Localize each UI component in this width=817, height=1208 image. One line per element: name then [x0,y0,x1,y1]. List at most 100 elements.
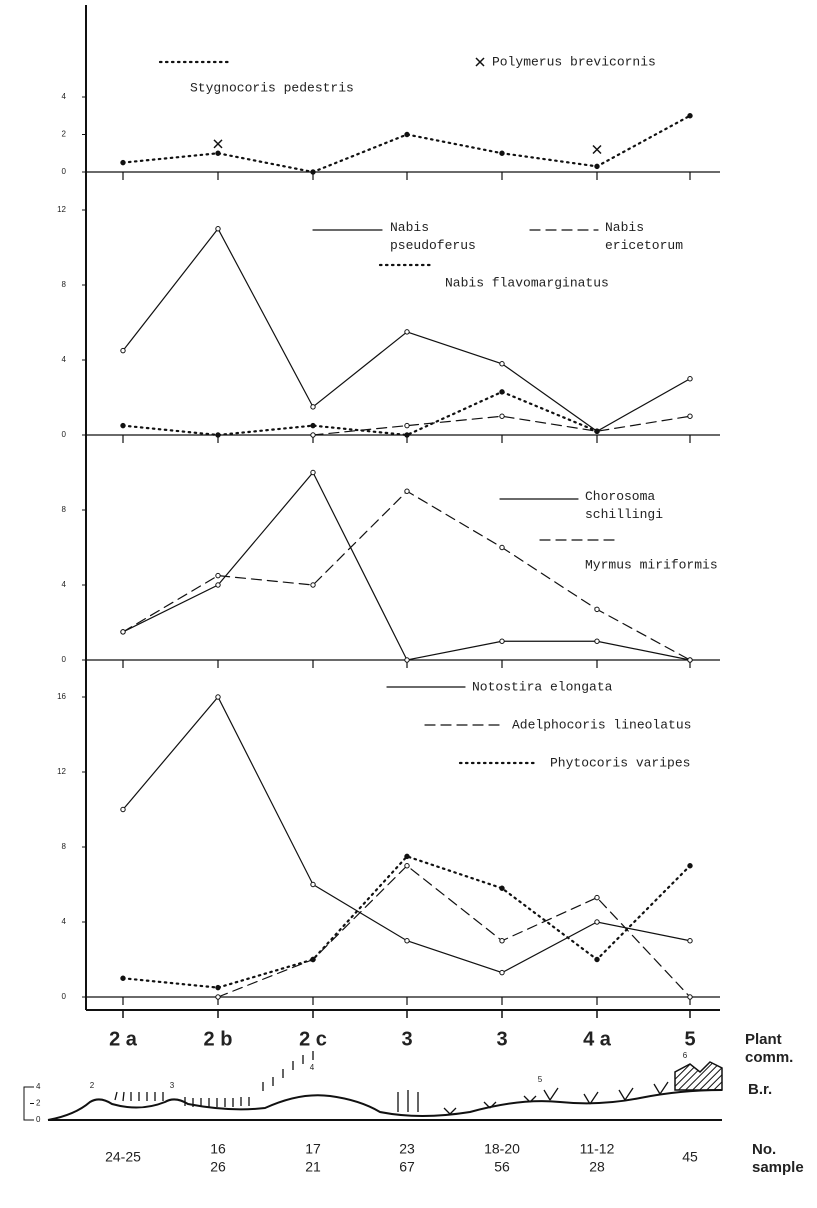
cross-marker [213,139,223,149]
site-label: 5 [538,1075,543,1084]
point [120,629,126,635]
legend-label: Chorosoma schillingi [585,489,663,522]
point [310,582,316,588]
point [687,376,693,382]
profile-tick-label: 0 [36,1115,41,1124]
series [120,694,693,976]
x-tick-label: 3 [401,1028,412,1050]
point [404,938,410,944]
point [404,329,410,335]
point [499,150,505,156]
series [120,113,693,175]
x-tick-label: 2 a [109,1028,138,1050]
y-tick-label: 4 [62,355,67,364]
point [404,863,410,869]
point [215,994,221,1000]
point [499,638,505,644]
y-tick-label: 0 [62,430,67,439]
point [687,863,693,869]
point [215,432,221,438]
x-tick-label: 5 [684,1028,695,1050]
y-tick-label: 0 [62,992,67,1001]
point [404,131,410,138]
series-line [122,695,691,974]
point [687,113,693,119]
site-label: 4 [310,1063,315,1072]
point [594,919,600,925]
point [120,806,126,813]
site-label: 2 [90,1081,95,1090]
y-tick-label: 12 [57,205,66,214]
point [404,432,410,438]
y-tick-label: 2 [62,130,67,139]
y-tick-label: 8 [62,842,67,851]
point [594,638,600,644]
point [215,694,221,700]
profile-drawing [23,1051,723,1121]
cross-marker [475,57,485,67]
sample-number: 24-25 [105,1149,141,1165]
point [215,572,221,579]
legend-label: Notostira elongata [472,679,613,694]
series [120,226,693,434]
series-line [121,390,599,437]
x-tick-label: 2 b [204,1028,233,1050]
y-tick-label: 16 [57,692,66,701]
sample-number: 26 [210,1159,226,1175]
series [215,863,693,1000]
point [499,969,505,976]
point [310,881,316,888]
x-tick-label: 4 a [583,1028,612,1050]
point [499,389,505,395]
sample-number: 18-20 [484,1141,520,1157]
legend-label: Stygnocoris pedestris [190,80,354,95]
samples-label: No. sample [752,1141,804,1176]
site-label: 6 [683,1051,688,1060]
site-label: 3 [170,1081,175,1090]
sample-number: 56 [494,1159,510,1175]
series-line [121,855,692,989]
point [120,422,126,429]
legend-label: Adelphocoris lineolatus [512,717,691,732]
point [687,657,693,663]
y-tick-label: 12 [57,767,66,776]
series [120,389,600,438]
legend-label: Nabis flavomarginatus [445,275,609,290]
series-line [217,864,691,998]
y-tick-label: 4 [62,580,67,589]
sample-number: 28 [589,1159,605,1175]
point [120,159,126,166]
cross-marker [592,144,602,155]
legend-label: Polymerus brevicornis [492,54,656,69]
point [310,169,316,175]
sample-number: 11-12 [580,1141,615,1157]
x-tick-label: 2 c [299,1028,327,1050]
point [594,956,600,963]
legend-label: Myrmus miriformis [585,557,718,572]
point [120,347,126,354]
series [120,853,693,991]
y-tick-label: 4 [62,92,67,101]
profile-tick-label: 2 [36,1099,41,1108]
point [310,404,316,410]
point [594,606,600,613]
sample-number: 45 [682,1149,698,1165]
point [215,984,221,991]
legend-label: Phytocoris varipes [550,755,690,770]
point [594,163,600,170]
sample-number: 21 [305,1159,321,1175]
y-tick-label: 4 [62,917,67,926]
point [215,150,221,156]
series [213,57,602,155]
point [310,469,316,476]
point [404,853,410,860]
point [687,938,693,944]
x-tick-label: 3 [496,1028,507,1050]
series [310,413,693,438]
sample-number: 16 [210,1141,226,1157]
y-tick-label: 8 [62,505,67,514]
point [310,432,316,438]
profile-tick-label: 4 [36,1082,41,1091]
point [499,938,505,944]
